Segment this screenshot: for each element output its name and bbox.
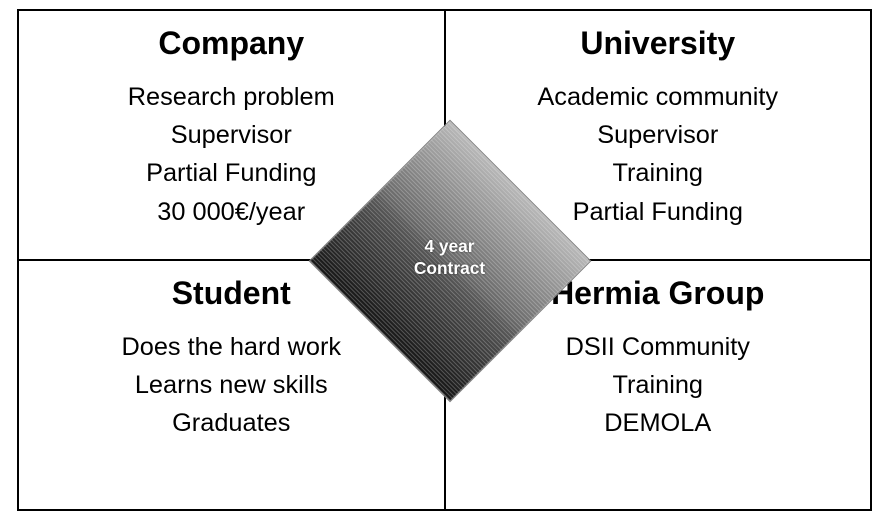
- company-title: Company: [158, 25, 304, 62]
- hermia-title: Hermia Group: [551, 275, 764, 312]
- hermia-line: DEMOLA: [604, 406, 711, 440]
- company-line: Supervisor: [171, 118, 292, 152]
- university-line: Partial Funding: [573, 195, 743, 229]
- university-title: University: [580, 25, 735, 62]
- university-lines: Academic community Supervisor Training P…: [537, 80, 778, 229]
- quadrant-company: Company Research problem Supervisor Part…: [17, 9, 446, 261]
- university-line: Academic community: [537, 80, 778, 114]
- quadrant-university: University Academic community Supervisor…: [444, 9, 873, 261]
- student-line: Graduates: [172, 406, 290, 440]
- quadrant-grid: Company Research problem Supervisor Part…: [18, 10, 871, 510]
- quadrant-student: Student Does the hard work Learns new sk…: [17, 259, 446, 511]
- hermia-line: DSII Community: [566, 330, 750, 364]
- university-line: Training: [612, 156, 703, 190]
- quadrant-hermia: Hermia Group DSII Community Training DEM…: [444, 259, 873, 511]
- university-line: Supervisor: [597, 118, 718, 152]
- student-line: Learns new skills: [135, 368, 328, 402]
- company-line: 30 000€/year: [157, 195, 305, 229]
- hermia-line: Training: [612, 368, 703, 402]
- student-lines: Does the hard work Learns new skills Gra…: [121, 330, 341, 441]
- student-line: Does the hard work: [121, 330, 341, 364]
- company-line: Research problem: [128, 80, 335, 114]
- hermia-lines: DSII Community Training DEMOLA: [566, 330, 750, 441]
- company-lines: Research problem Supervisor Partial Fund…: [128, 80, 335, 229]
- student-title: Student: [172, 275, 291, 312]
- company-line: Partial Funding: [146, 156, 316, 190]
